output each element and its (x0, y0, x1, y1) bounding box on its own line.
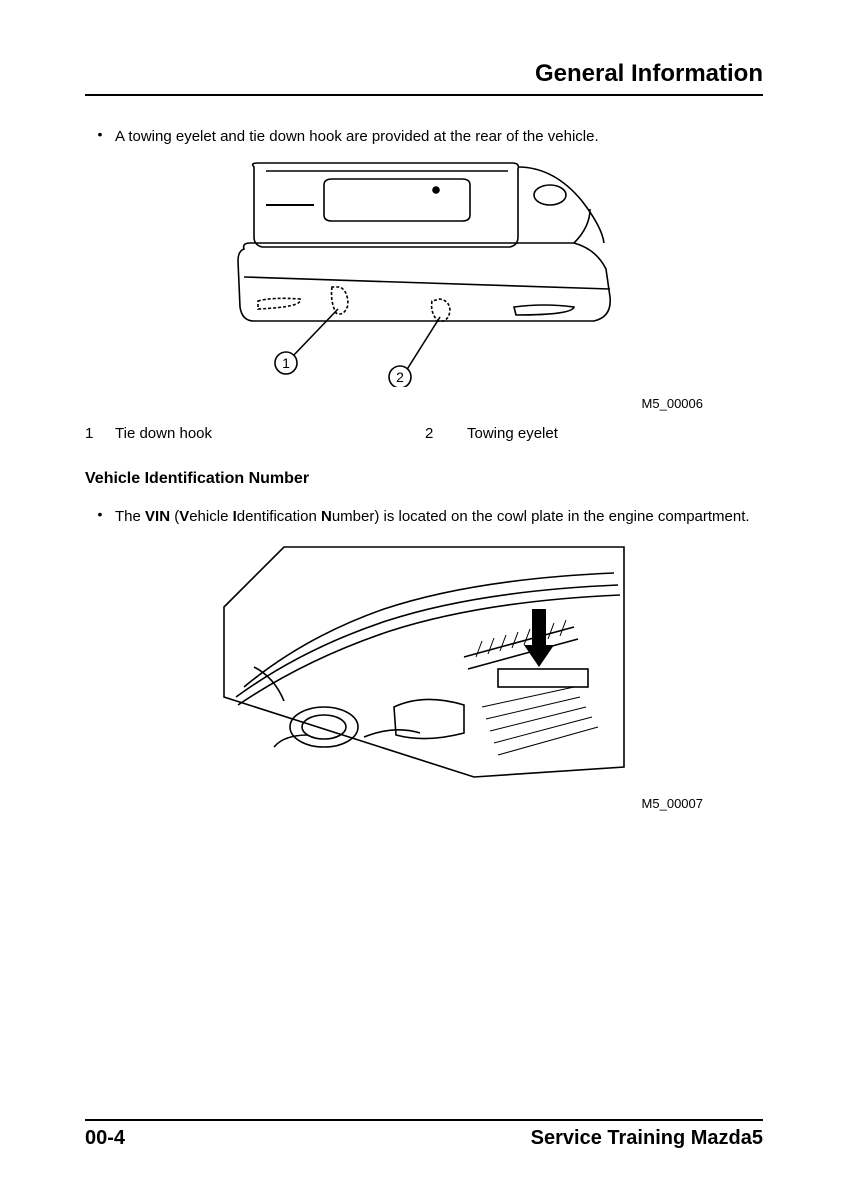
page-footer: 00-4 Service Training Mazda5 (85, 1119, 763, 1150)
figure-1-label: M5_00006 (85, 396, 763, 411)
legend-2-text: Towing eyelet (467, 425, 763, 442)
figure-2 (85, 537, 763, 792)
legend-1-num: 1 (85, 425, 115, 442)
bullet-2: • The VIN (Vehicle Identification Number… (85, 506, 763, 527)
figure-1: 1 2 (85, 157, 763, 392)
bullet-1-text: A towing eyelet and tie down hook are pr… (115, 126, 763, 147)
bullet-1: • A towing eyelet and tie down hook are … (85, 126, 763, 147)
page-title: General Information (85, 60, 763, 96)
legend-1-text: Tie down hook (115, 425, 425, 442)
vehicle-rear-drawing: 1 2 (214, 157, 634, 387)
vin-subheading: Vehicle Identification Number (85, 470, 763, 488)
arrow-icon (524, 609, 554, 667)
bullet-dot: • (85, 506, 115, 527)
bullet-2-text: The VIN (Vehicle Identification Number) … (115, 506, 763, 527)
legend-2-num: 2 (425, 425, 467, 442)
engine-cowl-drawing (214, 537, 634, 787)
bullet-dot: • (85, 126, 115, 147)
callout-1-num: 1 (282, 355, 290, 371)
figure-1-legend: 1 Tie down hook 2 Towing eyelet (85, 425, 763, 442)
page-number: 00-4 (85, 1127, 125, 1150)
figure-2-label: M5_00007 (85, 796, 763, 811)
callout-2-num: 2 (396, 369, 404, 385)
footer-doc-title: Service Training Mazda5 (531, 1127, 763, 1150)
